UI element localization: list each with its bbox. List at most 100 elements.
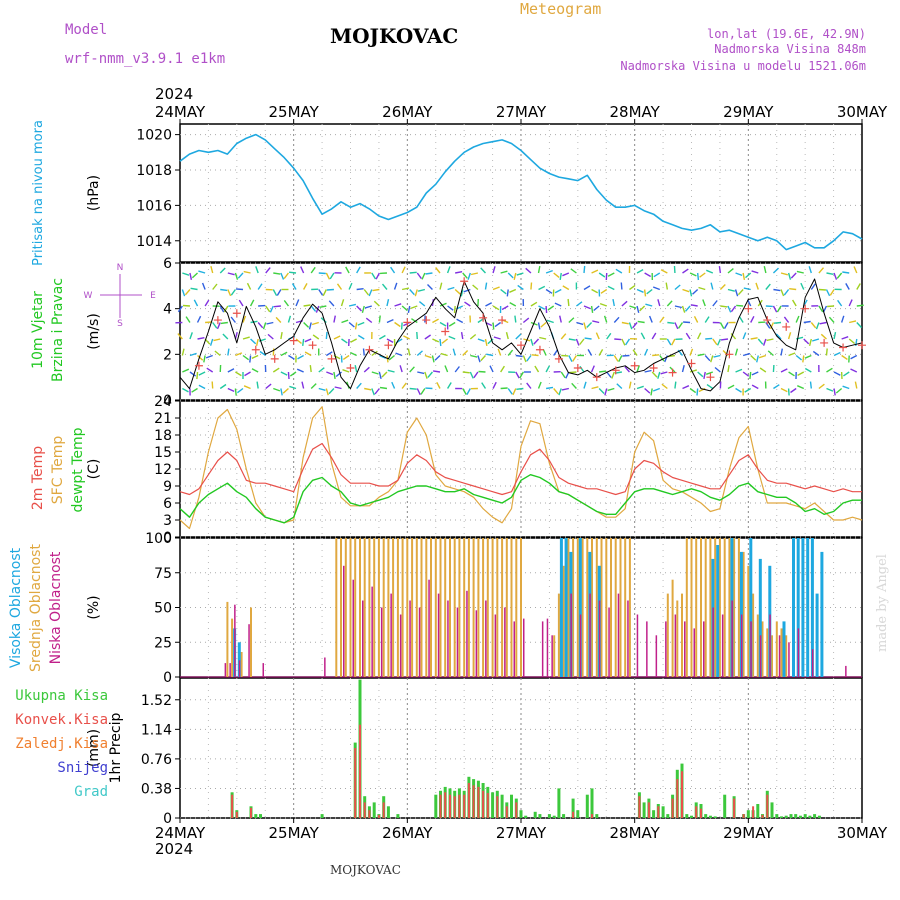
low-cloud-bar: [570, 593, 572, 677]
conv-precip-bar: [657, 806, 660, 818]
wind-barb: [492, 322, 495, 330]
wind-dir-marker: [403, 318, 412, 327]
wind-speed-line: [179, 278, 863, 392]
wind-barb: [289, 371, 297, 377]
mid-cloud-bar: [557, 593, 560, 677]
wind-barb: [595, 332, 600, 340]
mid-cloud-bar: [425, 538, 428, 677]
wind-barb: [289, 385, 297, 390]
wind-barb: [560, 333, 567, 340]
wind-barb: [606, 332, 612, 340]
mid-cloud-bar: [396, 538, 399, 677]
ytick-label-cloud: 75: [154, 566, 172, 582]
wind-barb: [590, 305, 594, 314]
wind-barb: [213, 338, 221, 342]
wind-barb: [856, 304, 864, 307]
wind-barb: [478, 370, 486, 373]
high-cloud-bar: [806, 538, 810, 677]
wind-barb: [538, 285, 546, 291]
low-cloud-bar: [608, 607, 610, 677]
wind-barb: [348, 321, 355, 328]
wind-barb: [191, 272, 199, 279]
mid-cloud-bar: [737, 538, 740, 677]
wind-barb: [599, 302, 607, 307]
wind-barb: [639, 305, 646, 312]
mid-cloud-bar: [728, 538, 731, 677]
wind-dir-marker: [801, 304, 810, 313]
wind-barb: [583, 322, 587, 330]
wind-barb: [826, 387, 834, 392]
ytick-label-temperature: 18: [154, 428, 172, 444]
wind-dir-marker: [213, 316, 222, 325]
conv-precip-bar: [444, 792, 447, 818]
total-precip-bar: [576, 810, 580, 818]
wind-barb: [593, 305, 600, 312]
wind-barb: [780, 289, 785, 297]
wind-barb: [325, 272, 331, 280]
wind-barb: [469, 333, 477, 340]
low-cloud-bar: [598, 600, 601, 677]
wind-barb: [787, 332, 792, 340]
wind-barb: [763, 266, 767, 274]
ylabel-wind-1: 10m Vjetar: [30, 291, 46, 369]
wind-barb: [820, 333, 827, 340]
wind-barb: [375, 272, 381, 280]
total-precip-bar: [794, 814, 798, 818]
wind-barb: [340, 299, 345, 307]
compass-w: W: [84, 291, 93, 301]
xtick-label-top: 30MAY: [837, 103, 888, 121]
total-precip-bar: [533, 811, 537, 818]
wind-dir-marker: [460, 277, 469, 286]
wind-barb: [424, 334, 432, 340]
low-cloud-bar: [262, 663, 264, 677]
wind-barb: [191, 387, 198, 393]
low-cloud-bar: [352, 579, 354, 677]
wind-barb: [363, 366, 370, 373]
wind-barb: [395, 352, 403, 357]
wind-barb: [371, 272, 377, 280]
wind-barb: [386, 338, 394, 344]
mid-cloud-bar: [709, 538, 712, 677]
wind-barb: [751, 371, 759, 376]
xtick-label-bottom: 27MAY: [496, 824, 547, 842]
wind-barb: [436, 381, 441, 389]
wind-barb: [432, 318, 439, 324]
wind-barb: [780, 348, 783, 356]
wind-barb: [660, 269, 668, 274]
wind-barb: [644, 369, 652, 373]
wind-barb: [734, 348, 739, 356]
wind-dir-marker: [668, 368, 677, 377]
high-cloud-bar: [564, 538, 568, 677]
wind-dir-marker: [820, 338, 829, 347]
wind-barb: [653, 272, 661, 278]
mid-cloud-bar: [600, 538, 603, 677]
wind-barb: [394, 321, 401, 328]
t2m-line: [179, 442, 862, 496]
total-precip-bar: [386, 806, 390, 818]
wind-barb: [311, 321, 319, 326]
wind-dir-marker: [687, 359, 696, 368]
unit-label-pressure: (hPa): [86, 175, 102, 211]
wind-barb: [235, 371, 242, 377]
wind-barb: [205, 354, 213, 359]
wind-barb: [462, 371, 470, 374]
high-cloud-bar: [749, 538, 753, 677]
wind-barb: [296, 368, 304, 373]
wind-barb: [223, 305, 229, 313]
low-cloud-bar: [636, 614, 639, 677]
mid-cloud-bar: [444, 538, 447, 677]
total-precip-bar: [652, 810, 656, 818]
wind-barb: [697, 353, 705, 357]
low-cloud-bar: [234, 604, 236, 677]
low-cloud-bar: [551, 635, 553, 677]
wind-barb: [493, 336, 501, 340]
wind-barb: [659, 355, 665, 362]
wind-barb: [266, 321, 274, 325]
wind-barb: [401, 266, 406, 274]
wind-barb: [836, 272, 843, 279]
conv-precip-bar: [458, 794, 461, 818]
wind-barb: [651, 332, 657, 340]
wind-barb: [227, 289, 232, 297]
wind-barb: [613, 355, 619, 362]
wind-barb: [297, 354, 304, 360]
